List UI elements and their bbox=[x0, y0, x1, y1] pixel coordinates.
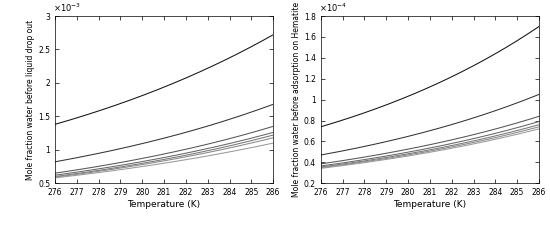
Text: ×10$^{-4}$: ×10$^{-4}$ bbox=[318, 2, 346, 14]
Y-axis label: Mole fraction water before adsorption on Hematite: Mole fraction water before adsorption on… bbox=[292, 2, 301, 197]
Text: ×10$^{-3}$: ×10$^{-3}$ bbox=[53, 2, 81, 14]
X-axis label: Temperature (K): Temperature (K) bbox=[393, 200, 466, 209]
Y-axis label: Mole fraction water before liquid drop out: Mole fraction water before liquid drop o… bbox=[26, 19, 35, 180]
X-axis label: Temperature (K): Temperature (K) bbox=[128, 200, 201, 209]
